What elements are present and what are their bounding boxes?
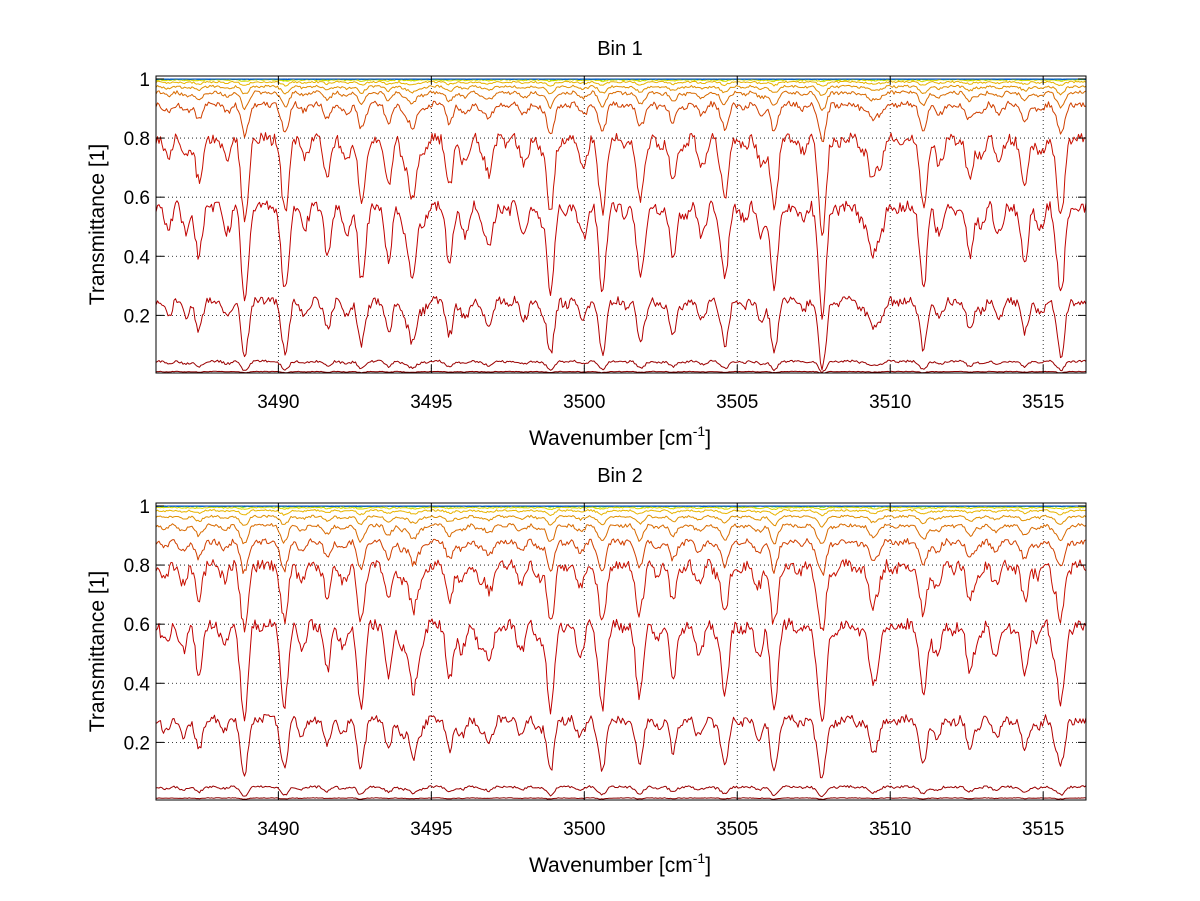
x-tick-label: 3490 [257,819,299,840]
series-line [155,359,1087,374]
series-line [155,295,1087,371]
grid-lines [156,503,1086,800]
chart-panel-bin-2: Bin 2 3490 3495 3500 3505 3510 3515 0.2 0.4 0.6 0… [86,465,1087,877]
x-axis-label-end: ] [705,854,711,877]
x-tick-label: 3505 [716,392,758,413]
x-axis-label-superscript: -1 [693,423,706,439]
series-line [155,90,1087,111]
y-tick-label: 0.8 [124,129,150,150]
x-tick-label: 3490 [257,392,299,413]
axis-ticks: 3490 3495 3500 3505 3510 3515 0.2 0.4 0.6 0.8 1 [124,70,1086,413]
series-line [155,714,1087,779]
plot-area [155,502,1087,801]
chart-title: Bin 1 [597,38,643,60]
series-line [155,509,1087,517]
y-axis-label: Transmittance [1] [86,144,109,305]
x-tick-label: 3495 [410,392,452,413]
x-tick-label: 3510 [869,392,911,413]
series-line [155,523,1087,545]
series-line [155,84,1087,96]
series-line [155,617,1087,722]
y-tick-label: 0.8 [124,556,150,577]
x-tick-label: 3510 [869,819,911,840]
series-line [155,538,1087,576]
chart-panel-bin-1: Bin 1 3490 3495 3500 3505 3510 3515 0.2 0.4 0.6 0… [86,38,1087,450]
series-lines [155,78,1087,374]
chart-title: Bin 2 [597,465,643,487]
x-axis-label-main: Wavenumber [cm [529,427,693,450]
series-line [155,200,1087,320]
x-axis-label: Wavenumber [cm-1] [529,423,711,450]
x-tick-label: 3515 [1022,819,1064,840]
x-tick-label: 3495 [410,819,452,840]
x-tick-label: 3500 [563,819,605,840]
y-tick-label: 0.2 [124,306,150,327]
y-tick-label: 1 [139,497,150,518]
plot-area [155,75,1087,374]
y-tick-label: 0.6 [124,188,150,209]
series-line [155,558,1087,633]
y-tick-label: 1 [139,70,150,91]
series-lines [155,505,1087,800]
y-tick-label: 0.2 [124,733,150,754]
series-line [155,514,1087,528]
series-line [155,100,1087,143]
y-tick-label: 0.4 [124,247,151,268]
x-axis-label: Wavenumber [cm-1] [529,850,711,877]
x-tick-label: 3515 [1022,392,1064,413]
x-axis-label-superscript: -1 [693,850,706,866]
series-line [155,80,1087,87]
series-line [155,506,1087,511]
axis-ticks: 3490 3495 3500 3505 3510 3515 0.2 0.4 0.6 0.8 1 [124,497,1086,840]
series-line [155,132,1087,236]
x-tick-label: 3500 [563,392,605,413]
x-tick-label: 3505 [716,819,758,840]
x-axis-label-end: ] [705,427,711,450]
y-tick-label: 0.4 [124,674,151,695]
series-line [155,370,1087,374]
y-tick-label: 0.6 [124,615,150,636]
x-axis-label-main: Wavenumber [cm [529,854,693,877]
y-axis-label: Transmittance [1] [86,571,109,732]
series-line [155,785,1087,798]
grid-lines [156,76,1086,373]
series-line [156,797,1087,800]
